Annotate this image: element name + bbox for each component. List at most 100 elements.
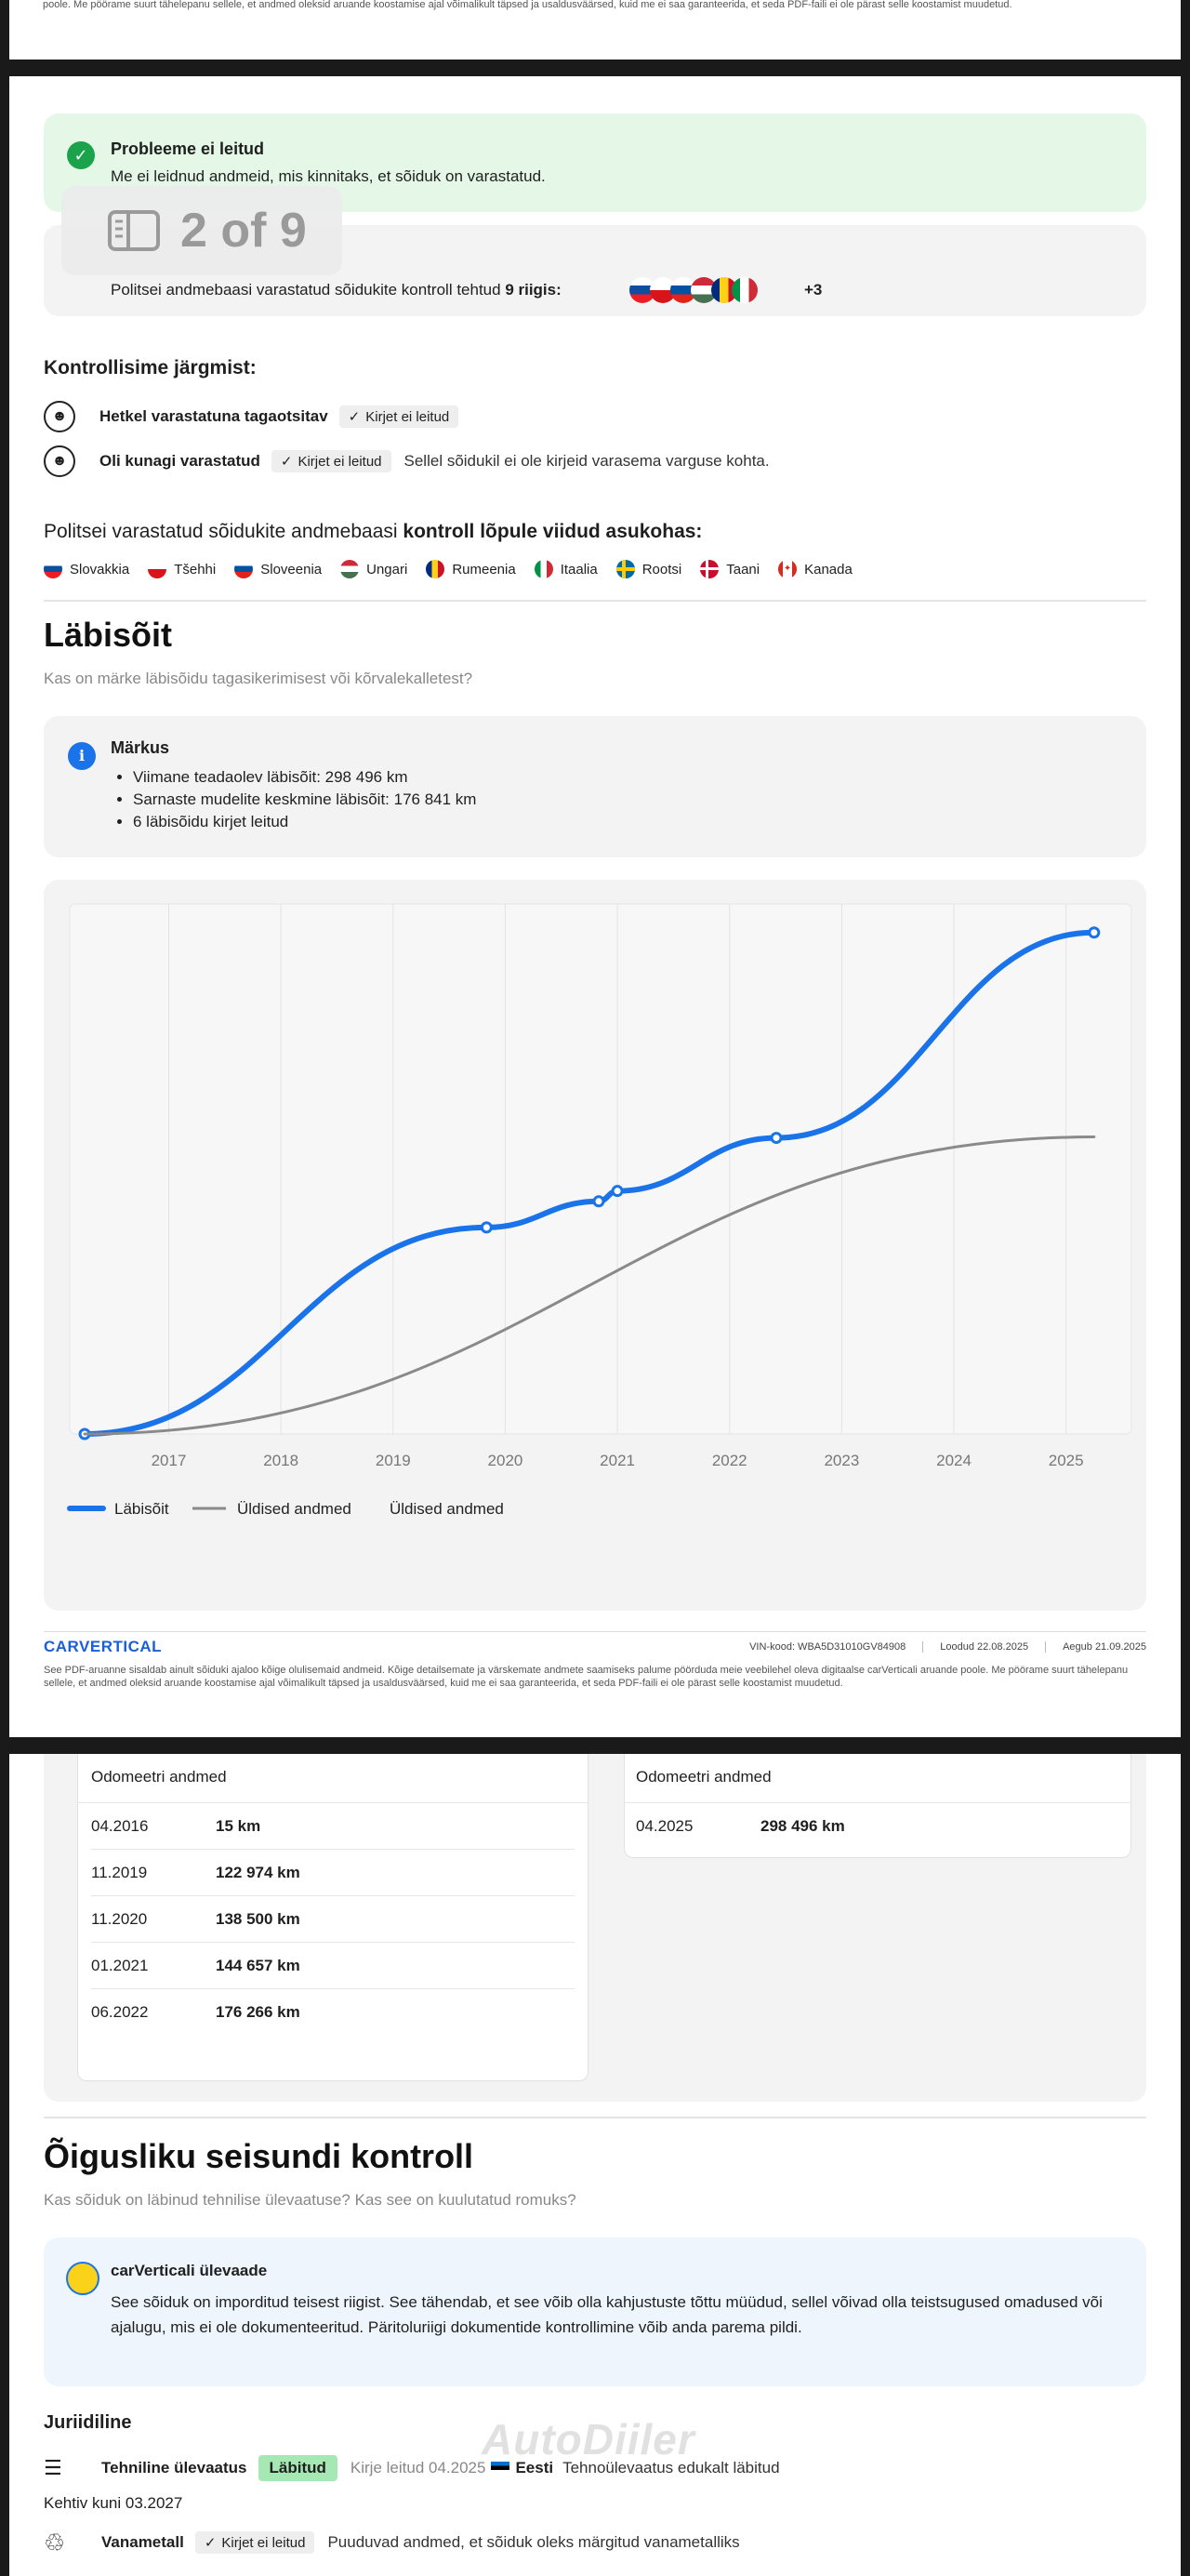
report-page-2: ✓ Probleeme ei leitud Me ei leidnud andm…	[9, 76, 1181, 1737]
data-point	[480, 1221, 493, 1234]
countries-list: Slovakkia Tšehhi Sloveenia Ungari Rumeen…	[44, 560, 871, 578]
table-row: 04.2025 298 496 km	[636, 1803, 1119, 1850]
x-tick-label: 2021	[600, 1452, 635, 1469]
recycle-icon: ♲	[44, 2528, 66, 2556]
note-list: Viimane teadaolev läbisõit: 298 496 km S…	[133, 766, 476, 833]
country-item: Sloveenia	[234, 560, 322, 578]
x-tick-label: 2022	[712, 1452, 747, 1469]
legend-label: Läbisõit	[114, 1500, 169, 1518]
data-point	[611, 1185, 624, 1198]
legend-label: Üldised andmed	[390, 1500, 504, 1518]
row-value: 298 496 km	[760, 1817, 845, 1835]
x-tick-label: 2017	[152, 1452, 187, 1469]
footer-row: CARVERTICAL VIN-kood: WBA5D31010GV84908 …	[44, 1631, 1146, 1656]
italy-flag-icon	[732, 277, 758, 303]
estonia-flag-icon	[491, 2462, 510, 2475]
row-value: 144 657 km	[216, 1956, 300, 1974]
row-value: 122 974 km	[216, 1863, 300, 1881]
x-tick-label: 2024	[936, 1452, 972, 1469]
odometer-section: Odomeetri andmed 04.2016 15 km 11.2019 122…	[44, 1754, 1146, 2102]
country-name: Taani	[726, 561, 760, 578]
country-name: Tšehhi	[174, 561, 217, 578]
police-check-text-pre: Politsei andmebaasi varastatud sõidukite…	[111, 281, 506, 299]
carvertical-mascot-icon	[66, 2262, 99, 2295]
sweden-flag-icon	[615, 560, 635, 578]
row-date: 11.2020	[91, 1909, 148, 1928]
series-line-average	[83, 1135, 1096, 1436]
alert-title: Probleeme ei leitud	[111, 139, 265, 158]
slovakia-flag-icon	[44, 560, 62, 578]
odometer-table-header: Odomeetri andmed	[78, 1754, 588, 1803]
check-circle-icon: ✓	[67, 141, 95, 169]
status-badge: ✓ Kirjet ei leitud	[338, 405, 459, 428]
inspection-label: Tehniline ülevaatus	[101, 2459, 247, 2476]
scrap-row: ♲ Vanametall ✓ Kirjet ei leitud Puuduvad …	[44, 2524, 740, 2561]
romania-flag-icon	[426, 560, 445, 578]
table-row: 11.2020 138 500 km	[91, 1896, 575, 1943]
country-name: Rumeenia	[452, 561, 516, 578]
country-item: Itaalia	[534, 560, 598, 578]
mileage-chart-card: 2017 2018 2019 2020 2021 2022 2023 2024 2025 Läbi…	[44, 880, 1146, 1611]
odometer-table-header: Odomeetri andmed	[625, 1754, 1130, 1803]
checked-title: Kontrollisime järgmist:	[44, 357, 257, 378]
locations-title-pre: Politsei varastatud sõidukite andmebaasi	[44, 521, 403, 542]
odometer-table-left: Odomeetri andmed 04.2016 15 km 11.2019 122…	[77, 1754, 588, 2081]
row-value: 15 km	[216, 1816, 261, 1835]
x-tick-label: 2018	[263, 1452, 298, 1469]
country-item: Slovakkia	[44, 560, 129, 578]
row-value: 138 500 km	[216, 1909, 300, 1928]
scrap-note: Puuduvad andmed, et sõiduk oleks märgitu…	[327, 2533, 740, 2551]
legal-subtitle: Kas sõiduk on läbinud tehnilise ülevaatu…	[44, 2191, 576, 2209]
sidebar-toggle-icon[interactable]	[106, 208, 162, 253]
check-label: Hetkel varastatuna tagaotsitav	[99, 407, 328, 425]
country-name: Rootsi	[641, 561, 682, 578]
country-item: Ungari	[340, 560, 407, 578]
info-icon: i	[68, 742, 96, 770]
mileage-note-card: i Märkus Viimane teadaolev läbisõit: 298…	[44, 716, 1146, 857]
country-item: Rootsi	[615, 560, 682, 578]
country-name: Slovakkia	[70, 561, 130, 578]
czech-flag-icon	[148, 560, 167, 578]
check-label: Oli kunagi varastatud	[99, 452, 260, 470]
canada-flag-icon: ✦	[778, 560, 798, 578]
row-date: 11.2019	[91, 1863, 148, 1881]
check-row-ever-stolen: ☻ Oli kunagi varastatud ✓ Kirjet ei leitu…	[44, 441, 1146, 482]
x-tick-label: 2019	[376, 1452, 411, 1469]
row-value: 176 266 km	[216, 2003, 300, 2021]
valid-until: Kehtiv kuni 03.2027	[44, 2494, 183, 2512]
report-page-3: Odomeetri andmed 04.2016 15 km 11.2019 122…	[9, 1754, 1181, 2576]
data-point	[592, 1195, 605, 1208]
report-footer: CARVERTICAL VIN-kood: WBA5D31010GV84908 …	[44, 1631, 1146, 1690]
x-tick-label: 2023	[824, 1452, 859, 1469]
inspection-found: Kirje leitud 04.2025	[350, 2459, 486, 2476]
status-badge-label: Kirjet ei leitud	[221, 2534, 306, 2551]
thief-mask-icon: ☻	[44, 445, 75, 477]
vin-code: VIN-kood: WBA5D31010GV84908	[749, 1641, 906, 1653]
overview-title: carVerticali ülevaade	[111, 2262, 268, 2279]
country-item: Taani	[700, 560, 760, 578]
country-flag-stack	[629, 277, 758, 303]
check-row-wanted: ☻ Hetkel varastatuna tagaotsitav ✓ Kirjet…	[44, 396, 1146, 437]
note-item: Sarnaste mudelite keskmine läbisõit: 176…	[133, 789, 476, 811]
row-date: 06.2022	[91, 2003, 149, 2021]
footer-disclaimer: See PDF-aruanne sisaldab ainult sõiduki …	[44, 1665, 1129, 1689]
section-divider	[44, 600, 1146, 602]
country-item: Tšehhi	[148, 560, 216, 578]
carvertical-logo: CARVERTICAL	[44, 1638, 163, 1655]
x-tick-label: 2025	[1049, 1452, 1084, 1469]
denmark-flag-icon	[700, 560, 720, 578]
x-tick-label: 2020	[488, 1452, 523, 1469]
legend-label: Üldised andmed	[237, 1500, 351, 1518]
italy-flag-icon	[534, 560, 553, 578]
odometer-rows: 04.2025 298 496 km	[625, 1803, 1130, 1850]
alert-text: Me ei leidnud andmeid, mis kinnitaks, et…	[111, 167, 546, 185]
chart-plot-area	[69, 903, 1132, 1435]
status-badge-label: Kirjet ei leitud	[298, 453, 382, 470]
overview-text: See sõiduk on imporditud teisest riigist…	[111, 2293, 1103, 2336]
country-name: Kanada	[804, 561, 853, 578]
status-badge-label: Kirjet ei leitud	[365, 408, 450, 425]
legal-title: Õigusliku seisundi kontroll	[44, 2137, 474, 2175]
table-row: 11.2019 122 974 km	[91, 1850, 575, 1896]
section-divider	[44, 2117, 1146, 2118]
inspection-status-badge: Läbitud	[258, 2455, 337, 2481]
